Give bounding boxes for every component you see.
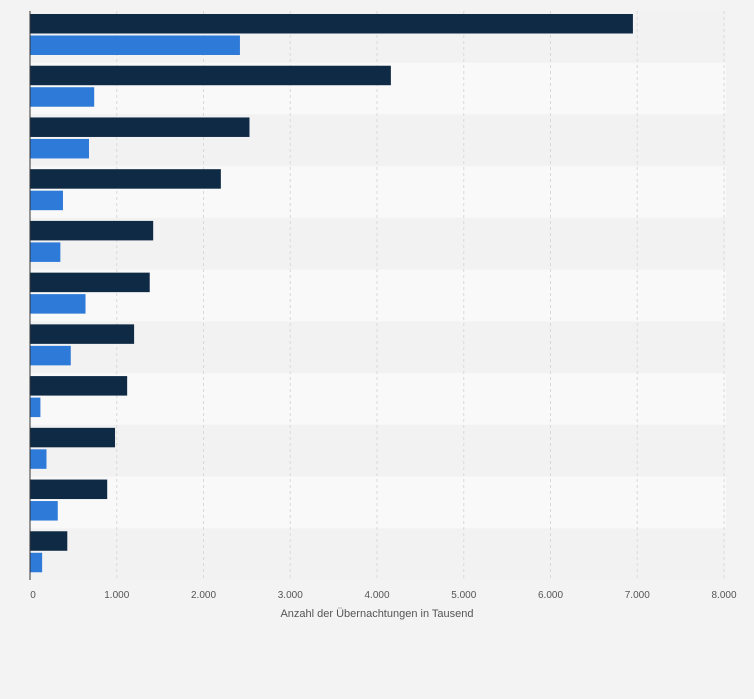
bar-series-1	[30, 169, 221, 189]
x-tick-label: 0	[30, 590, 36, 601]
x-tick-label: 7.000	[625, 590, 650, 601]
x-tick-label: 6.000	[538, 590, 563, 601]
bar-series-1	[30, 324, 135, 344]
bar-series-1	[30, 117, 250, 137]
x-tick-label: 4.000	[364, 590, 389, 601]
bar-series-2	[30, 501, 58, 521]
bar-series-2	[30, 242, 61, 262]
row-band	[30, 476, 726, 529]
bar-series-2	[30, 190, 63, 211]
bar-series-1	[30, 479, 108, 500]
bar-series-1	[30, 272, 150, 293]
bar-series-2	[30, 552, 43, 573]
x-tick-label: 3.000	[278, 590, 303, 601]
row-band	[30, 321, 726, 374]
bar-series-1	[30, 376, 128, 396]
x-axis-label: Anzahl der Übernachtungen in Tausend	[280, 608, 473, 620]
x-tick-label: 5.000	[451, 590, 476, 601]
bar-series-1	[30, 531, 68, 551]
bar-series-2	[30, 35, 240, 55]
bar-series-2	[30, 449, 47, 469]
gridlines	[116, 11, 725, 580]
bar-series-2	[30, 345, 71, 366]
x-axis-ticks: 0 1.000 2.000 3.000 4.000 5.000 6.000 7.000 8.00…	[30, 590, 737, 601]
bar-series-2	[30, 397, 41, 418]
row-band	[30, 528, 726, 580]
x-tick-label: 2.000	[191, 590, 216, 601]
row-bands	[30, 11, 726, 580]
row-band	[30, 424, 726, 477]
bar-series-1	[30, 427, 116, 448]
bar-series-2	[30, 294, 86, 314]
x-tick-label: 8.000	[711, 590, 736, 601]
x-tick-label: 1.000	[104, 590, 129, 601]
bar-series-1	[30, 14, 633, 34]
bars	[30, 14, 633, 573]
bar-series-2	[30, 87, 95, 107]
bar-series-1	[30, 220, 154, 241]
bar-series-2	[30, 138, 89, 159]
bar-series-1	[30, 65, 391, 86]
row-band	[30, 373, 726, 425]
